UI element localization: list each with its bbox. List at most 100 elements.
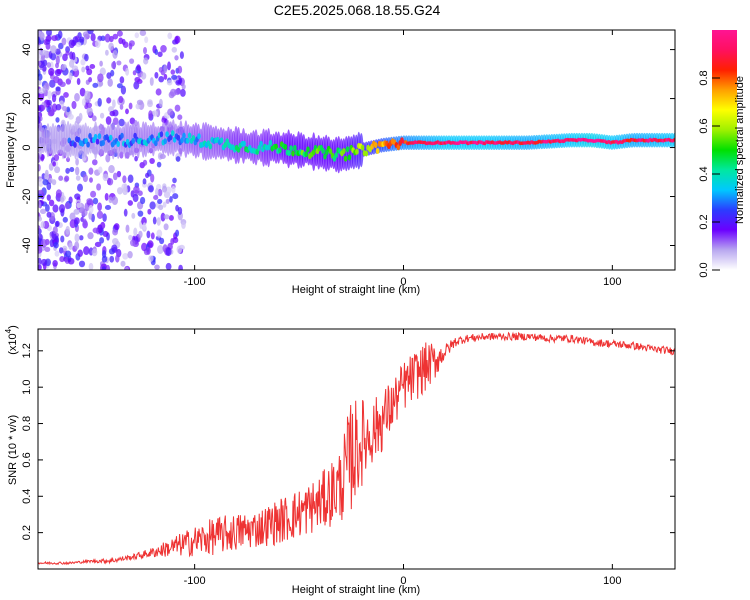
spectrogram-cell [111, 196, 119, 206]
spectrogram-cell [104, 33, 111, 43]
spectrogram-cell [47, 90, 52, 100]
spectrogram-cell [60, 235, 65, 243]
spectrogram-cell [147, 208, 152, 215]
spectrogram-cell [321, 147, 325, 154]
spectrogram-cell [46, 30, 52, 37]
spectrogram-cell [166, 79, 173, 86]
spectrogram-cell [139, 196, 146, 205]
spectrogram-cell [88, 77, 93, 83]
spectrogram-cell [108, 42, 114, 51]
spectrogram-cell [181, 83, 186, 90]
spectrogram-cell [163, 73, 168, 80]
y-tick-label: 1.2 [21, 343, 33, 358]
spectrogram-cell [79, 235, 84, 241]
spectrogram-cell [65, 78, 72, 85]
y-tick-label: 40 [21, 43, 33, 55]
spectrogram-cell [177, 114, 183, 120]
spectrogram-cell [97, 202, 102, 212]
spectrogram-cell [52, 161, 56, 167]
spectrogram-cell [174, 104, 181, 112]
spectrogram-cell [125, 108, 129, 115]
spectrogram-cell [219, 137, 224, 144]
spectrogram-cell [191, 135, 196, 142]
spectrogram-cell [132, 70, 137, 76]
spectrogram-cell [167, 32, 173, 40]
spectrogram-cell [79, 87, 86, 97]
spectrogram-cell [68, 39, 75, 49]
spectrogram-cell [127, 200, 133, 206]
spectrogram-cell [157, 51, 163, 58]
spectrogram-cell [38, 264, 42, 270]
spectrogram-cell [61, 64, 67, 71]
spectrogram-cell [242, 140, 246, 147]
spectrogram-cell [82, 218, 87, 226]
spectrogram-cell [74, 233, 80, 243]
spectrogram-cell [172, 39, 178, 45]
spectrogram-cell [92, 197, 99, 205]
spectrogram-cell [360, 144, 365, 151]
spectrogram-cell [150, 173, 155, 183]
spectrogram-cell [67, 257, 75, 265]
spectrogram-cell [138, 230, 143, 239]
spectrogram-cell [122, 252, 129, 260]
spectrogram-cell [128, 234, 133, 241]
spectrogram-cell [289, 145, 293, 152]
spectrogram-cell [156, 229, 163, 238]
spectrogram-cell [66, 157, 70, 163]
snr-scale-suffix: ) [7, 325, 19, 329]
spectrogram-cell [136, 99, 144, 106]
snr-panel: -100 0 100 0.2 0.4 0.6 0.8 1.0 1.2 Height of st… [4, 325, 676, 596]
spectrogram-cell [88, 262, 94, 270]
spectrogram-cell [93, 133, 98, 140]
spectrogram-cell [48, 67, 55, 76]
spectrogram-cell [119, 104, 124, 110]
spectrogram-cell [129, 117, 136, 125]
spectrogram-cell [68, 242, 73, 250]
spectrogram-cell [101, 139, 105, 146]
spectrogram-cell [174, 88, 181, 96]
spectrogram-cell [48, 177, 54, 184]
spectrogram-cell [89, 177, 93, 183]
spectrogram-cell [92, 227, 99, 234]
snr-y-scale-note: (x104) [4, 325, 19, 355]
colorbar-tick-label: 0.0 [698, 262, 710, 277]
spectrogram-cell [175, 156, 181, 162]
spectrogram-x-axis-label: Height of straight line (km) [292, 284, 420, 296]
spectrogram-cell [38, 115, 41, 125]
spectrogram-cell [116, 30, 123, 37]
spectrogram-cell [165, 131, 169, 138]
spectrogram-cell [55, 104, 62, 111]
spectrogram-cell [81, 66, 86, 73]
spectrogram-cell [99, 67, 106, 76]
spectrogram-cell [78, 260, 86, 268]
spectrogram-cell [40, 49, 47, 56]
spectrogram-cell [163, 214, 170, 220]
spectrogram-cell [62, 53, 68, 62]
spectrogram-cell [125, 224, 130, 233]
spectrogram-cell [106, 97, 112, 104]
spectrogram-cell [102, 230, 109, 237]
spectrogram-cell [197, 133, 201, 140]
spectrogram-cell [45, 204, 50, 212]
spectrogram-cell [51, 35, 58, 42]
spectrogram-cell [175, 229, 180, 237]
spectrogram-cell [122, 41, 129, 48]
spectrogram-cell [143, 47, 147, 55]
svg-text:(x104): (x104) [4, 325, 19, 355]
spectrogram-cell [91, 248, 98, 257]
spectrogram-cell [140, 72, 147, 80]
spectrogram-cell [52, 259, 58, 267]
spectrogram-cell [147, 100, 153, 108]
spectrogram-cell [187, 132, 192, 139]
spectrogram-cell [159, 237, 165, 245]
y-tick-label: 0 [21, 144, 33, 150]
colorbar: 0.0 0.2 0.4 0.6 0.8 Normalized spectral ampl… [698, 30, 746, 278]
spectrogram-cell [154, 49, 159, 55]
spectrogram-cell [328, 148, 333, 155]
spectrogram-cell [152, 216, 157, 225]
spectrogram-cell [129, 239, 136, 247]
spectrogram-cell [63, 91, 69, 98]
spectrogram-cell [160, 44, 167, 53]
spectrogram-cell [77, 183, 83, 192]
